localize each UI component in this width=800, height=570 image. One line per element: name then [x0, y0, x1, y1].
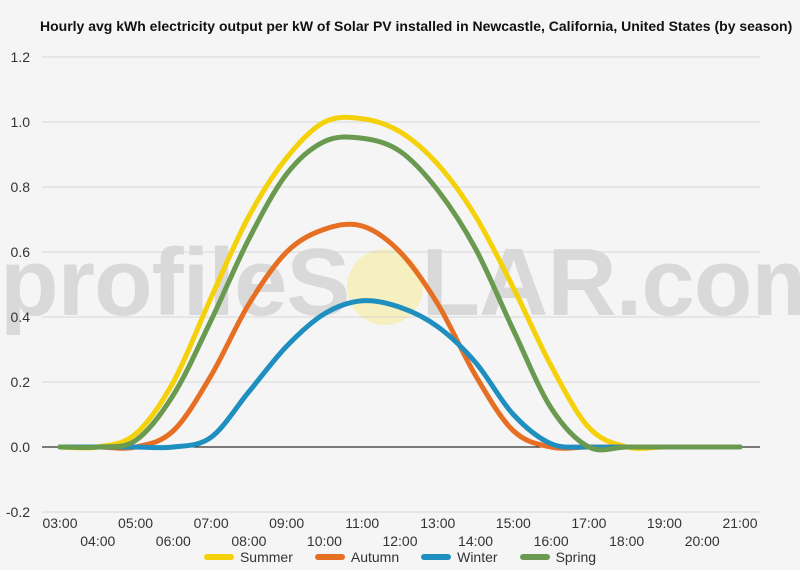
x-tick-label: 13:00	[420, 515, 455, 531]
x-tick-label: 21:00	[722, 515, 757, 531]
x-tick-label: 05:00	[118, 515, 153, 531]
x-tick-label: 15:00	[496, 515, 531, 531]
legend-label: Winter	[457, 549, 498, 565]
legend-swatch	[314, 554, 345, 560]
x-tick-label: 08:00	[231, 533, 266, 549]
y-tick-label: 0.8	[11, 179, 31, 195]
x-tick-label: 06:00	[156, 533, 191, 549]
legend: Summer Autumn Winter Spring	[0, 549, 800, 565]
x-tick-label: 12:00	[382, 533, 417, 549]
y-tick-label: 1.2	[11, 49, 31, 65]
y-tick-label: 0.0	[11, 439, 31, 455]
y-tick-label: 0.6	[11, 244, 31, 260]
legend-item-summer: Summer	[203, 549, 293, 565]
legend-item-spring: Spring	[519, 549, 597, 565]
legend-swatch	[421, 554, 452, 560]
y-tick-label: -0.2	[6, 504, 30, 520]
y-tick-label: 1.0	[11, 114, 31, 130]
legend-swatch	[203, 554, 234, 560]
x-tick-label: 03:00	[42, 515, 77, 531]
x-tick-label: 07:00	[194, 515, 229, 531]
series-line-spring	[57, 134, 743, 453]
series-line-winter	[57, 298, 743, 451]
x-tick-label: 19:00	[647, 515, 682, 531]
x-tick-label: 16:00	[534, 533, 569, 549]
y-axis: -0.2 0.0 0.2 0.4 0.6 0.8 1.0 1.2	[6, 49, 30, 520]
x-tick-label: 18:00	[609, 533, 644, 549]
legend-label: Spring	[555, 549, 597, 565]
legend-item-autumn: Autumn	[314, 549, 400, 565]
x-tick-label: 20:00	[685, 533, 720, 549]
x-tick-label: 04:00	[80, 533, 115, 549]
x-tick-label: 10:00	[307, 533, 342, 549]
x-tick-label: 09:00	[269, 515, 304, 531]
x-tick-label: 11:00	[345, 515, 379, 531]
legend-label: Summer	[239, 549, 293, 565]
x-axis: 03:00 05:00 07:00 09:00 11:00 13:00 15:00 17:00…	[42, 515, 757, 549]
legend-item-winter: Winter	[421, 549, 498, 565]
y-tick-label: 0.2	[11, 374, 31, 390]
chart-title: Hourly avg kWh electricity output per kW…	[40, 18, 793, 34]
legend-label: Autumn	[350, 549, 400, 565]
series-lines	[57, 114, 743, 453]
y-tick-label: 0.4	[11, 309, 31, 325]
legend-swatch	[519, 554, 550, 560]
x-tick-label: 14:00	[458, 533, 493, 549]
x-tick-label: 17:00	[571, 515, 606, 531]
series-line-summer	[57, 114, 743, 451]
